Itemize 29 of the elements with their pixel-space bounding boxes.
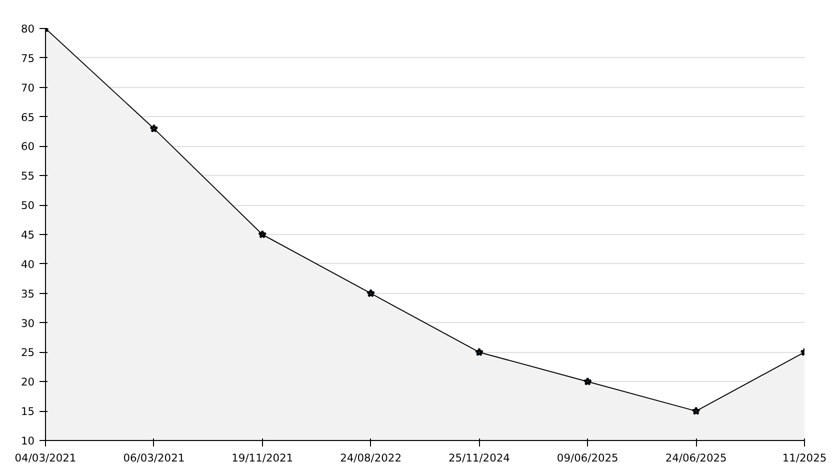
y-tick-label: 40 xyxy=(20,258,35,271)
point xyxy=(150,124,158,132)
point xyxy=(583,377,592,386)
y-tick-label: 55 xyxy=(20,170,35,183)
y-tick-label: 10 xyxy=(20,434,35,448)
point xyxy=(366,288,376,298)
y-tick-label: 45 xyxy=(20,228,35,242)
x-tick-label: 11/2025 xyxy=(782,452,827,464)
point xyxy=(692,406,700,415)
y-tick-label: 20 xyxy=(20,376,35,389)
y-tick-label: 75 xyxy=(20,52,35,65)
x-tick-label: 24/06/2025 xyxy=(665,452,727,464)
point xyxy=(474,348,484,356)
y-tick-label: 70 xyxy=(20,81,35,94)
y-tick-label: 60 xyxy=(20,140,35,154)
x-tick-label: 19/11/2021 xyxy=(232,452,294,464)
y-tick-label: 50 xyxy=(20,199,35,212)
y-tick-label: 65 xyxy=(20,110,35,124)
x-tick-label: 06/03/2021 xyxy=(123,452,185,464)
y-tick-label: 25 xyxy=(20,346,35,360)
y-tick-label: 30 xyxy=(20,316,35,330)
x-tick-label: 09/06/2025 xyxy=(556,452,618,464)
x-tick-label: 25/11/2024 xyxy=(448,452,510,464)
y-tick-label: 80 xyxy=(20,22,35,36)
y-tick-label: 35 xyxy=(20,287,35,300)
x-tick-label: 24/08/2022 xyxy=(340,452,402,464)
point xyxy=(258,230,267,238)
y-tick-label: 15 xyxy=(20,405,35,418)
x-tick-label: 04/03/2021 xyxy=(14,452,76,464)
